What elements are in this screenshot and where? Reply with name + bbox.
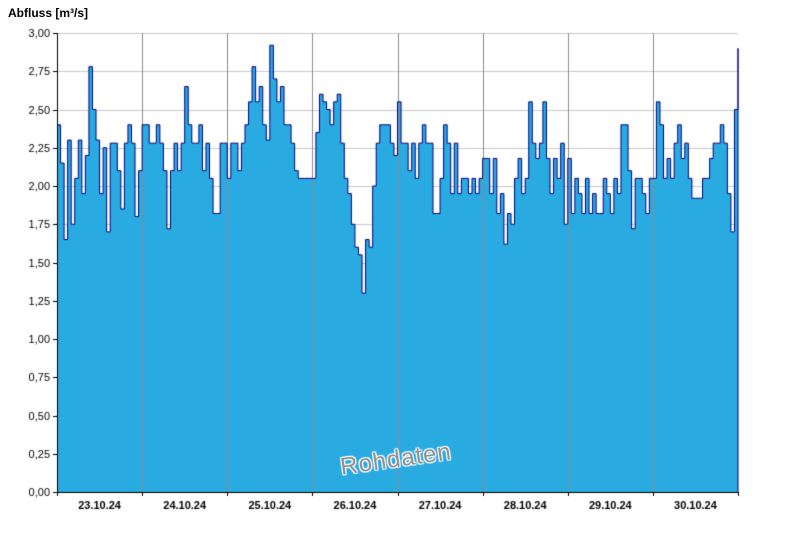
chart-canvas [0,0,800,550]
discharge-chart: Abfluss [m³/s] Rohdaten [0,0,800,550]
